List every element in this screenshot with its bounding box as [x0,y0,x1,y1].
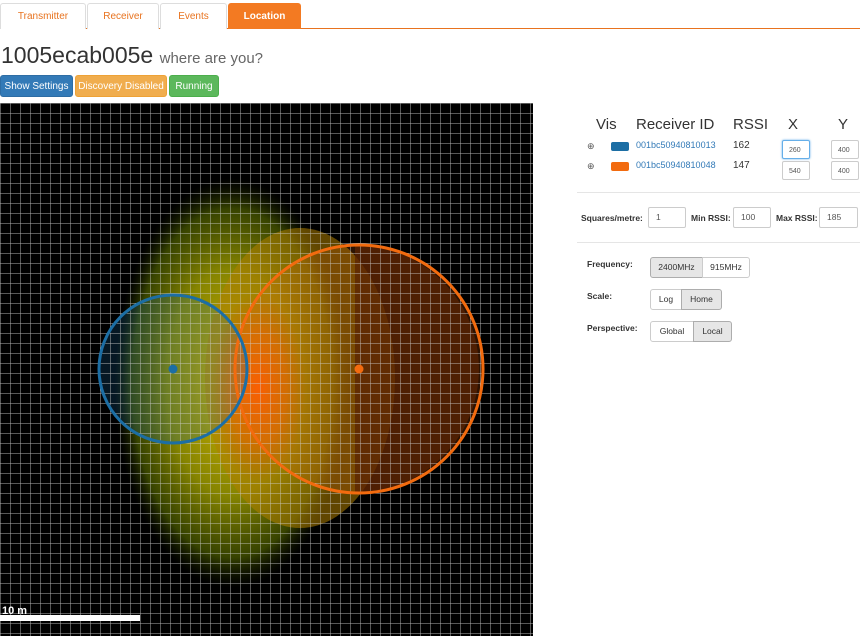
visibility-toggle-icon[interactable]: ⊕ [587,161,595,171]
heatmap-canvas[interactable]: 10 m [0,103,533,636]
receiver-x-input[interactable]: 540 [782,161,810,180]
scale-label: Scale: [587,291,613,301]
max-rssi-input[interactable]: 185 [819,207,858,228]
tab-bar: Transmitter Receiver Events Location [0,0,860,29]
min-rssi-input[interactable]: 100 [733,207,771,228]
receiver-x-input[interactable]: 260 [782,140,810,159]
divider [577,192,860,193]
scale-label: 10 m [2,605,27,617]
squares-per-metre-input[interactable]: 1 [648,207,686,228]
scale-log-button[interactable]: Log [650,289,682,310]
receiver-orange-range-circle [233,243,485,495]
tab-receiver[interactable]: Receiver [87,3,159,29]
receiver-id-link[interactable]: 001bc50940810048 [636,160,716,170]
perspective-global-button[interactable]: Global [650,321,694,342]
page-title: 1005ecab005e where are you? [1,42,263,69]
y-header: Y [838,116,849,133]
tab-events[interactable]: Events [160,3,227,29]
receiver-y-input[interactable]: 400 [831,140,859,159]
receiver-id-header: Receiver ID [636,116,715,133]
x-header: X [788,116,799,133]
receiver-color-swatch [611,162,629,171]
receiver-id-link[interactable]: 001bc50940810013 [636,140,716,150]
perspective-local-button[interactable]: Local [693,321,732,342]
squares-per-metre-label: Squares/metre: [581,213,643,223]
receiver-rssi: 162 [733,140,750,151]
scale-home-button[interactable]: Home [681,289,722,310]
tab-transmitter[interactable]: Transmitter [0,3,86,29]
divider [577,242,860,243]
frequency-2400-button[interactable]: 2400MHz [650,257,703,278]
max-rssi-label: Max RSSI: [776,213,818,223]
receiver-y-input[interactable]: 400 [831,161,859,180]
receiver-color-swatch [611,142,629,151]
receiver-blue-range-circle [97,293,249,445]
page-subtitle: where are you? [159,50,264,67]
device-id: 1005ecab005e [1,42,154,68]
min-rssi-label: Min RSSI: [691,213,731,223]
running-button[interactable]: Running [169,75,219,97]
scale-bar [0,615,140,621]
vis-header: Vis [596,116,617,133]
visibility-toggle-icon[interactable]: ⊕ [587,141,595,151]
tab-location[interactable]: Location [228,3,301,29]
receiver-rssi: 147 [733,160,750,171]
discovery-disabled-button[interactable]: Discovery Disabled [75,75,167,97]
frequency-label: Frequency: [587,259,633,269]
frequency-915-button[interactable]: 915MHz [702,257,750,278]
show-settings-button[interactable]: Show Settings [0,75,73,97]
receiver-blue-marker[interactable] [168,364,178,374]
rssi-header: RSSI [733,116,769,133]
receiver-orange-marker[interactable] [354,364,364,374]
location-map[interactable]: 10 m [0,103,533,636]
perspective-label: Perspective: [587,323,638,333]
